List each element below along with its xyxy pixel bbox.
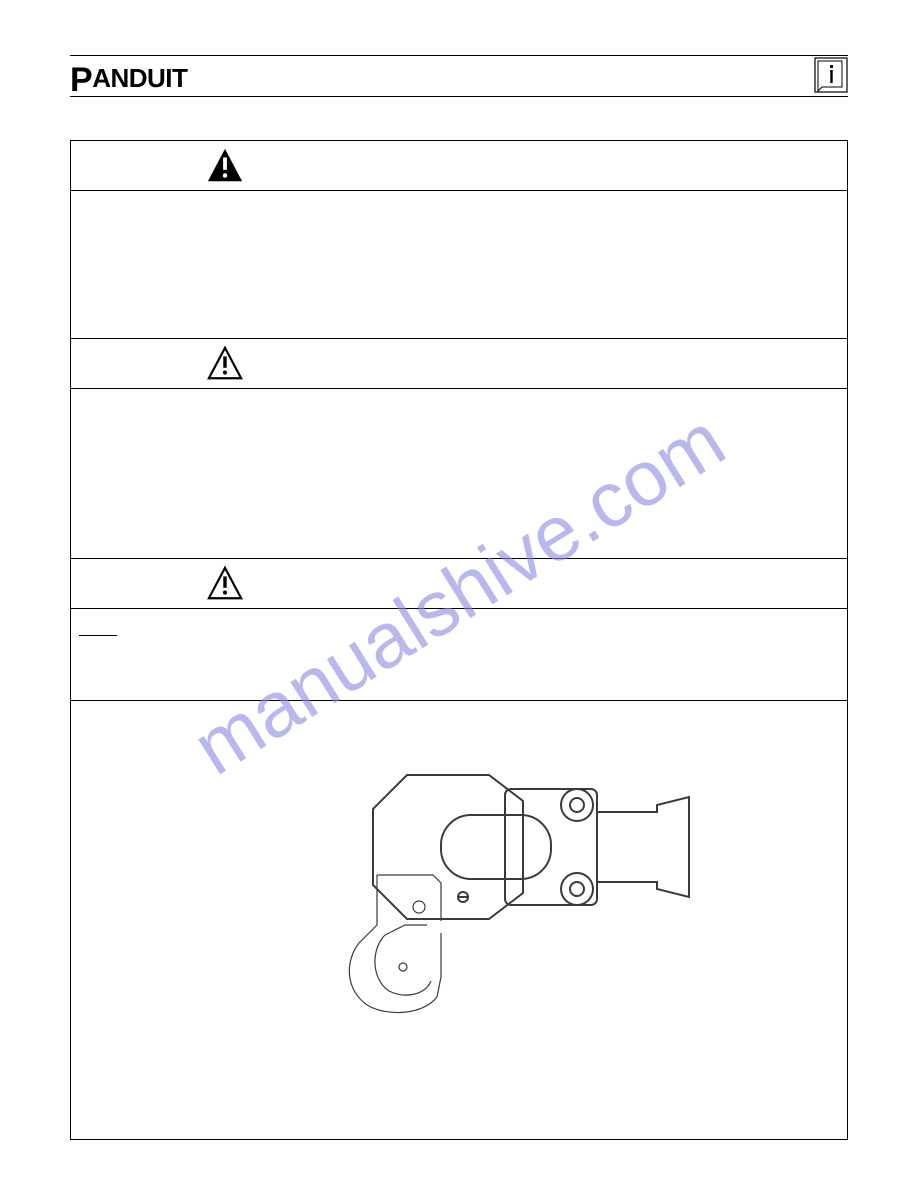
content-block-1 — [71, 191, 847, 339]
page: PANDUIT — [0, 0, 918, 1188]
warning-filled-icon — [206, 147, 244, 185]
warning-header-1 — [71, 141, 847, 191]
brand-logo-text: ANDUIT — [92, 63, 187, 93]
content-block-2 — [71, 389, 847, 559]
warning-header-3 — [71, 559, 847, 609]
warning-outline-icon — [206, 345, 244, 383]
info-icon — [814, 57, 848, 93]
diagram-row — [71, 701, 847, 1141]
content-block-3 — [71, 609, 847, 701]
brand-logo: PANDUIT — [70, 61, 187, 100]
crimp-head-diagram — [227, 757, 697, 1017]
content-table — [70, 140, 848, 1140]
top-rule — [70, 55, 848, 56]
page-header: PANDUIT — [70, 57, 848, 97]
warning-header-2 — [71, 339, 847, 389]
underline-segment — [79, 635, 117, 636]
warning-outline-icon — [206, 565, 244, 603]
